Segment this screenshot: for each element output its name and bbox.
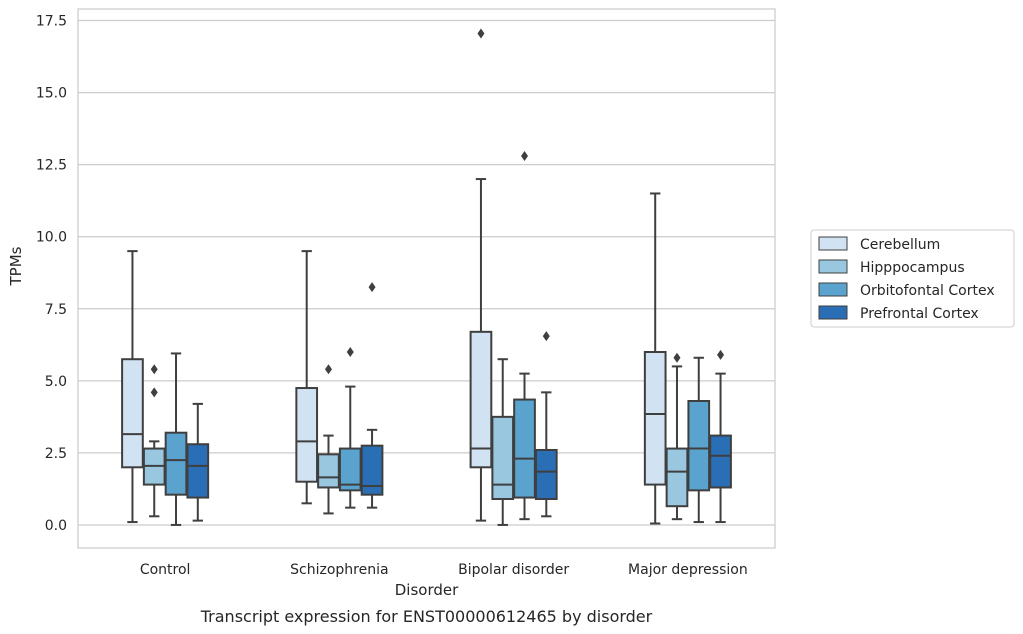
legend-label: Hipppocampus: [860, 260, 965, 276]
box-group: [360, 282, 384, 509]
box-group: [338, 347, 362, 509]
box: [687, 400, 711, 492]
box-group: [469, 28, 493, 522]
y-tick-labels: 0.0 2.5 5.0 7.5 10.0 12.5 15.0 17.5: [36, 14, 67, 534]
box-group: [317, 364, 340, 515]
legend-label: Prefrontal Cortex: [860, 306, 979, 322]
box: [491, 415, 515, 500]
box-group: [709, 349, 732, 524]
legend-swatch: [818, 282, 848, 297]
legend-frame: [810, 229, 1015, 328]
box: [121, 358, 144, 469]
box: [338, 447, 362, 492]
box-group: [491, 358, 515, 526]
box: [186, 443, 210, 499]
outlier-point: [150, 387, 158, 398]
y-axis-title: TPMs: [7, 246, 25, 286]
outlier-point: [346, 347, 354, 357]
y-tick-label: 10.0: [36, 230, 67, 246]
box: [317, 453, 340, 489]
legend: Cerebellum Hipppocampus Orbitofontal Corte…: [810, 229, 1015, 328]
box-group: [513, 151, 536, 521]
box-group: [643, 192, 667, 525]
outlier-point: [368, 282, 376, 293]
x-axis-title: Disorder: [395, 581, 459, 599]
x-tick-label: Major depression: [628, 562, 748, 578]
outlier-point: [717, 349, 725, 360]
x-tick-labels: Control Schizophrenia Bipolar disorder Majo…: [140, 562, 748, 578]
box-group: [295, 250, 319, 505]
box: [534, 449, 558, 500]
y-tick-label: 15.0: [36, 86, 67, 102]
chart-caption: Transcript expression for ENST0000061246…: [200, 607, 653, 626]
x-tick-label: Schizophrenia: [290, 562, 388, 578]
box-group: [186, 402, 210, 522]
y-tick-label: 2.5: [45, 446, 67, 462]
x-tick-label: Bipolar disorder: [458, 562, 569, 578]
y-tick-label: 7.5: [45, 302, 67, 318]
box-group: [164, 352, 188, 526]
legend-swatch: [818, 259, 848, 274]
y-tick-label: 0.0: [45, 518, 67, 534]
outlier-point: [150, 364, 158, 375]
box-group: [687, 356, 711, 524]
y-tick-label: 17.5: [36, 14, 67, 30]
box: [709, 434, 732, 489]
legend-label: Orbitofontal Cortex: [860, 283, 995, 299]
boxes-layer: [121, 28, 732, 526]
box: [164, 431, 188, 496]
box: [643, 351, 667, 486]
outlier-point: [477, 28, 485, 39]
box-group: [665, 352, 689, 521]
box: [513, 398, 536, 499]
box: [469, 330, 493, 469]
box-group: [534, 331, 558, 518]
y-tick-label: 12.5: [36, 158, 67, 174]
outlier-point: [673, 352, 681, 363]
outlier-point: [542, 331, 550, 342]
legend-swatch: [818, 236, 848, 251]
legend-label: Cerebellum: [860, 237, 940, 253]
box: [665, 447, 689, 508]
box: [360, 444, 384, 496]
plot-frame: [77, 8, 776, 549]
box-group: [142, 364, 166, 518]
legend-swatch: [818, 305, 848, 320]
x-tick-label: Control: [140, 562, 191, 578]
outlier-point: [324, 364, 332, 375]
legend-items: Cerebellum Hipppocampus Orbitofontal Corte…: [818, 236, 995, 322]
y-tick-label: 5.0: [45, 374, 67, 390]
box-group: [121, 250, 144, 524]
outlier-point: [521, 151, 529, 161]
box: [295, 387, 319, 483]
